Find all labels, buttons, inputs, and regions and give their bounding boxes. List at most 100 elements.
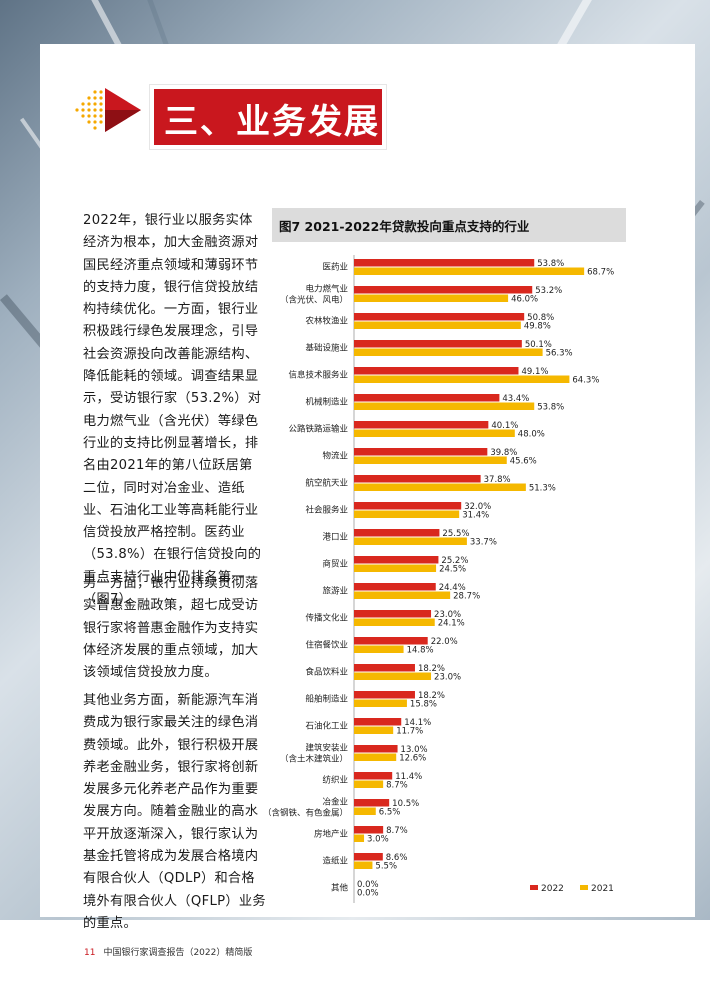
data-label-2022: 37.8% [484,475,511,485]
bar-2022 [354,448,488,456]
category-label: 医药业 [322,262,348,273]
data-label-2022: 25.5% [442,529,469,539]
bar-2021 [354,294,509,302]
data-label-2022: 13.0% [401,745,428,755]
category-label: 旅游业 [322,586,348,597]
category-label: 船舶制造业 [305,694,348,705]
data-label-2021: 23.0% [434,673,461,683]
bar-2022 [354,340,522,348]
category-label: 食品饮料业 [305,667,348,678]
data-label-2022: 8.7% [386,826,408,836]
category-label: 造纸业 [322,856,348,867]
paragraph-inclusive-finance: 另一方面，银行业持续贯彻落实普惠金融政策，超七成受访银行家将普惠金融作为支持实体… [83,576,259,681]
bar-2022 [354,799,390,807]
category-label: 房地产业 [314,829,348,840]
bar-2022 [354,259,535,267]
bar-2021 [354,321,521,329]
bar-2021 [354,402,535,410]
category-label: 纺织业 [322,775,348,786]
data-label-2022: 43.4% [502,394,529,404]
category-label: 传播文化业 [305,613,348,624]
data-label-2021: 56.3% [546,349,573,359]
bar-2022 [354,853,383,861]
bar-2022 [354,313,525,321]
bar-2022 [354,286,533,294]
bar-2021 [354,591,451,599]
bar-2022 [354,475,481,483]
bar-2022 [354,610,432,618]
data-label-2021: 64.3% [572,376,599,386]
data-label-2022: 10.5% [392,799,419,809]
bar-2021 [354,753,397,761]
bar-2022 [354,583,436,591]
bar-2022 [354,745,398,753]
category-label: 农林牧渔业 [305,316,348,327]
bar-2021 [354,483,526,491]
data-label-2021: 33.7% [470,538,497,548]
category-label: 石油化工业 [305,721,348,732]
category-label: 港口业 [322,532,348,543]
bar-2022 [354,556,439,564]
page-footer: 11 中国银行家调查报告（2022）精简版 [84,945,252,958]
data-label-2021: 24.5% [439,565,466,575]
data-label-2021: 31.4% [462,511,489,521]
category-label: 信息技术服务业 [288,370,348,381]
category-label-line: （含钢铁、有色金属） [263,808,348,819]
data-label-2022: 18.2% [418,664,445,674]
data-label-2022: 32.0% [464,502,491,512]
data-label-2022: 22.0% [431,637,458,647]
data-label-2021: 6.5% [379,808,401,818]
bar-2022 [354,691,415,699]
data-label-2022: 39.8% [490,448,517,458]
chart-title: 图7 2021-2022年贷款投向重点支持的行业 [279,219,530,234]
bar-2021 [354,564,437,572]
data-label-2021: 45.6% [510,457,537,467]
data-label-2022: 18.2% [418,691,445,701]
category-label: 电力燃气业（含光伏、风电） [280,284,348,306]
data-label-2021: 24.1% [438,619,465,629]
category-label-line: （含光伏、风电） [280,295,348,306]
bar-2021 [354,861,373,869]
data-label-2021: 0.0% [357,889,379,899]
bar-2021 [354,510,460,518]
bar-2021 [354,456,507,464]
paragraph-other-business: 其他业务方面，新能源汽车消费成为银行家最关注的绿色消费领域。此外，银行积极开展养… [83,693,266,931]
bar-2021 [354,375,570,383]
data-label-2022: 8.6% [386,853,408,863]
data-label-2021: 12.6% [399,754,426,764]
chart-canvas: 医药业 53.8% 68.7% 电力燃气业（含光伏、风电） 53.2%46.0% 农林牧渔… [263,255,614,903]
bar-2022 [354,367,519,375]
category-label: 住宿餐饮业 [305,640,348,651]
category-label-line: 电力燃气业 [305,284,348,295]
legend-label-2022: 2022 [541,884,564,894]
bar-2021 [354,780,384,788]
bar-2022 [354,637,428,645]
data-label-2022: 24.4% [439,583,466,593]
data-label-2021: 3.0% [367,835,389,845]
data-label-2021: 5.5% [375,862,397,872]
section-title: 三、业务发展 [164,102,380,142]
category-label-line: （含土木建筑业） [280,754,348,765]
bar-2021 [354,429,515,437]
data-label-2022: 25.2% [441,556,468,566]
bar-2021 [354,834,365,842]
bar-2021 [354,807,376,815]
data-label-2022: 50.8% [527,313,554,323]
bar-2022 [354,826,384,834]
category-label-line: 建筑安装业 [305,743,348,754]
bar-2022 [354,664,415,672]
data-label-2021: 68.7% [587,268,614,278]
category-label: 基础设施业 [305,343,348,354]
data-label-2022: 11.4% [395,772,422,782]
data-label-2022: 0.0% [357,880,379,890]
paragraph-credit-structure: 2022年，银行业以服务实体经济为根本，加大金融资源对国民经济重点领域和薄弱环节… [83,213,262,608]
chart-title-bar: 图7 2021-2022年贷款投向重点支持的行业 [272,208,626,242]
bar-2021 [354,726,394,734]
bar-2022 [354,394,500,402]
category-label: 公路铁路运输业 [288,424,348,435]
data-label-2021: 51.3% [529,484,556,494]
data-label-2022: 53.8% [537,259,564,269]
category-label: 建筑安装业（含土木建筑业） [280,743,348,765]
legend-swatch-2022 [530,885,538,890]
footer-text: 中国银行家调查报告（2022）精简版 [103,948,253,958]
